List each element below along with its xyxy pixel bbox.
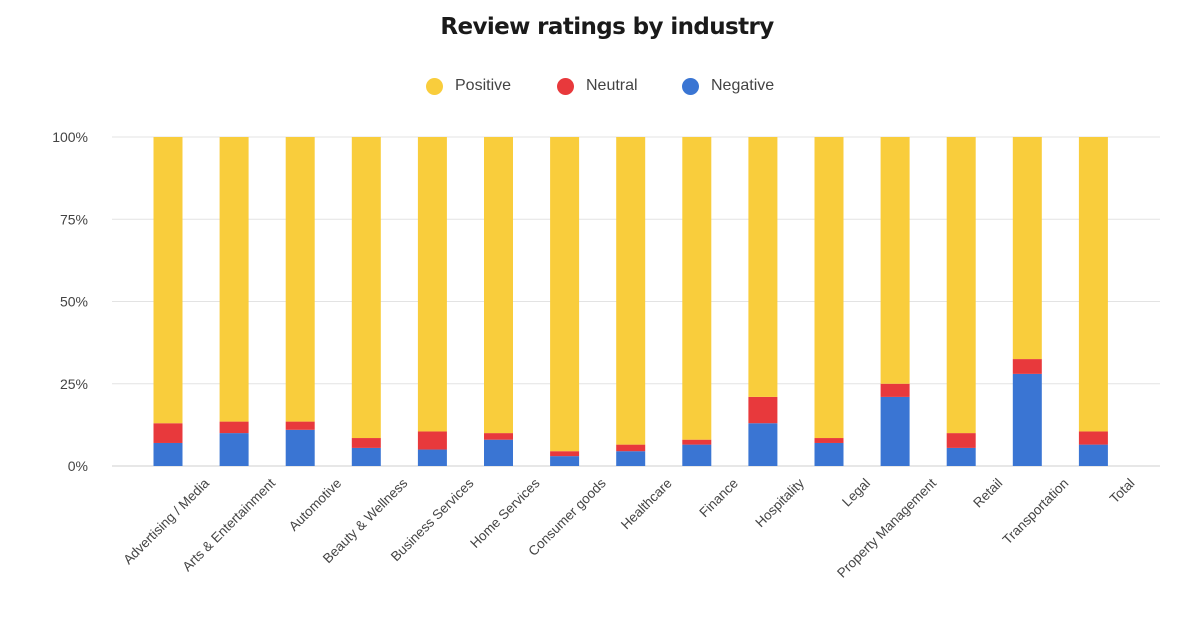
legend-label-negative: Negative [711,77,775,94]
bar-negative[interactable] [1078,444,1108,466]
bar-negative[interactable] [814,442,844,466]
legend-item-neutral[interactable]: Neutral [557,74,638,98]
bar-negative[interactable] [484,439,513,466]
bar-positive[interactable] [880,137,910,384]
bar-positive[interactable] [219,137,249,422]
x-tick-label: Healthcare [618,476,675,533]
bar-positive[interactable] [748,137,778,397]
bar-negative[interactable] [219,433,249,466]
y-tick-label: 0% [68,458,88,474]
bar-positive[interactable] [814,137,844,439]
bar-neutral[interactable] [417,431,447,450]
y-tick-label: 100% [52,129,88,145]
bar-negative[interactable] [153,442,183,466]
legend-item-negative[interactable]: Negative [682,74,774,98]
bar-negative[interactable] [550,456,580,466]
x-tick-label: Retail [970,476,1005,511]
y-tick-label: 25% [60,376,88,392]
bar-positive[interactable] [351,137,381,439]
x-tick-label: Total [1107,476,1138,507]
bar-neutral[interactable] [616,444,646,452]
bar-negative[interactable] [285,429,315,466]
bar-neutral[interactable] [1012,359,1042,374]
chart-title: Review ratings by industry [440,14,774,40]
bars [153,137,1108,466]
x-tick-label: Hospitality [752,475,807,530]
bar-positive[interactable] [484,137,513,434]
bar-positive[interactable] [417,137,447,432]
bar-neutral[interactable] [351,438,381,448]
bar-neutral[interactable] [550,451,580,457]
bar-negative[interactable] [417,449,447,466]
bar-positive[interactable] [1012,137,1042,360]
bar-positive[interactable] [946,137,976,434]
legend-label-positive: Positive [455,77,512,94]
bar-positive[interactable] [616,137,646,445]
bar-negative[interactable] [616,451,646,466]
x-tick-label: Transportation [1000,476,1072,548]
bar-neutral[interactable] [946,433,976,448]
bar-negative[interactable] [682,444,712,466]
legend-swatch-negative [682,77,699,95]
legend-item-positive[interactable]: Positive [426,74,511,98]
x-tick-label: Legal [839,476,873,510]
bar-positive[interactable] [1078,137,1108,432]
legend-swatch-positive [426,77,443,95]
bar-negative[interactable] [880,396,910,466]
bar-neutral[interactable] [814,438,844,443]
bar-neutral[interactable] [153,423,183,443]
bar-negative[interactable] [748,423,778,466]
legend-swatch-neutral [557,77,574,95]
y-tick-label: 50% [60,294,88,310]
bar-neutral[interactable] [285,421,315,430]
bar-neutral[interactable] [1078,431,1108,445]
bar-positive[interactable] [550,137,580,452]
chart-legend: Positive Neutral Negative [0,74,1203,98]
bar-positive[interactable] [153,137,183,424]
bar-neutral[interactable] [219,421,249,434]
bar-negative[interactable] [351,447,381,466]
legend-label-neutral: Neutral [586,77,638,94]
bar-positive[interactable] [285,137,315,422]
x-tick-label: Home Services [467,475,543,551]
x-tick-label: Finance [696,476,741,521]
bar-neutral[interactable] [748,396,778,424]
y-tick-label: 75% [60,211,88,227]
x-tick-label: Automotive [286,476,344,534]
bar-negative[interactable] [946,447,976,466]
bar-neutral[interactable] [682,439,712,445]
bar-negative[interactable] [1012,373,1042,466]
bar-neutral[interactable] [880,383,910,397]
y-axis-ticks: 0% 25% 50% 75% 100% [52,129,88,474]
bar-neutral[interactable] [484,433,513,440]
bar-positive[interactable] [682,137,712,440]
